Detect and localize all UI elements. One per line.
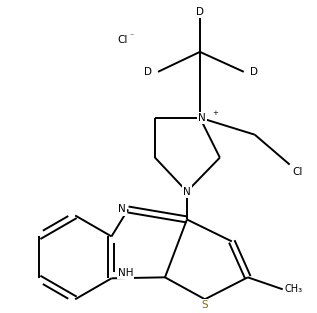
Text: D: D xyxy=(144,67,152,77)
Text: +: + xyxy=(212,110,218,116)
Text: S: S xyxy=(202,300,208,310)
Text: N: N xyxy=(198,113,206,123)
Text: CH₃: CH₃ xyxy=(285,284,303,294)
Text: ⁻: ⁻ xyxy=(129,31,133,40)
Text: Cl: Cl xyxy=(118,35,128,45)
Text: D: D xyxy=(196,7,204,17)
Text: Cl: Cl xyxy=(293,167,303,177)
Text: N: N xyxy=(118,204,126,214)
Text: NH: NH xyxy=(118,268,133,278)
Text: N: N xyxy=(183,187,191,197)
Text: D: D xyxy=(250,67,258,77)
